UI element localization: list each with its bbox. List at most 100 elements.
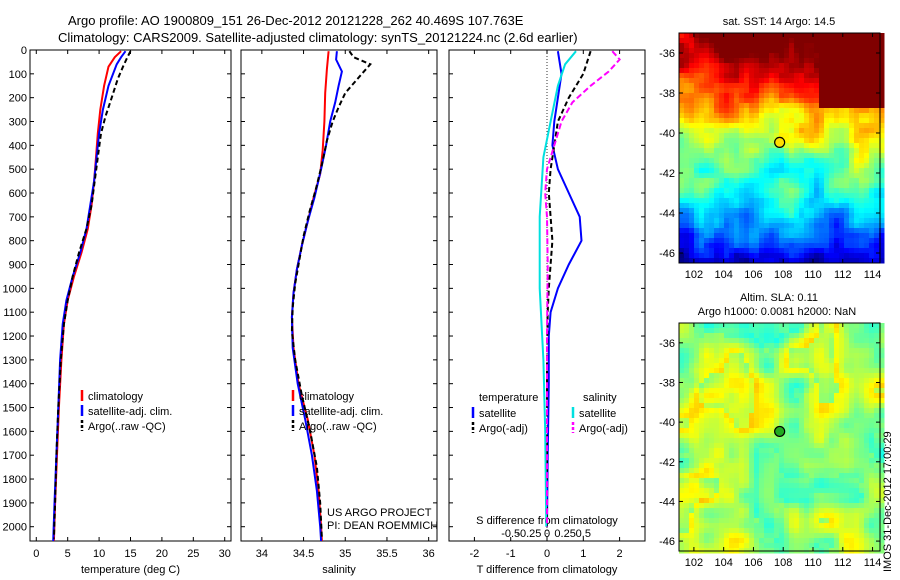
heatmap-cell	[684, 333, 690, 339]
heatmap-cell	[849, 433, 855, 439]
heatmap-cell	[814, 493, 820, 499]
heatmap-cell	[719, 518, 725, 524]
heatmap-cell	[684, 423, 690, 429]
heatmap-cell	[784, 438, 790, 444]
heatmap-cell	[724, 453, 730, 459]
heatmap-cell	[789, 498, 795, 504]
heatmap-cell	[799, 148, 805, 154]
heatmap-cell	[709, 138, 715, 144]
heatmap-cell	[709, 103, 715, 109]
heatmap-cell	[739, 208, 745, 214]
heatmap-cell	[694, 108, 700, 114]
heatmap-cell	[834, 168, 840, 174]
heatmap-cell	[734, 173, 740, 179]
heatmap-cell	[694, 213, 700, 219]
heatmap-cell	[874, 93, 880, 99]
heatmap-cell	[879, 383, 885, 389]
heatmap-cell	[809, 433, 815, 439]
heatmap-cell	[744, 218, 750, 224]
heatmap-cell	[709, 53, 715, 59]
heatmap-cell	[804, 343, 810, 349]
heatmap-cell	[799, 363, 805, 369]
heatmap-cell	[829, 538, 835, 544]
heatmap-cell	[844, 218, 850, 224]
heatmap-cell	[749, 73, 755, 79]
heatmap-cell	[699, 433, 705, 439]
heatmap-cell	[874, 378, 880, 384]
heatmap-cell	[829, 213, 835, 219]
heatmap-cell	[769, 78, 775, 84]
heatmap-cell	[839, 393, 845, 399]
heatmap-cell	[749, 528, 755, 534]
heatmap-cell	[719, 123, 725, 129]
heatmap-cell	[804, 93, 810, 99]
heatmap-cell	[754, 103, 760, 109]
heatmap-cell	[814, 353, 820, 359]
heatmap-cell	[764, 413, 770, 419]
heatmap-cell	[799, 483, 805, 489]
heatmap-cell	[694, 253, 700, 259]
heatmap-cell	[839, 123, 845, 129]
heatmap-cell	[784, 218, 790, 224]
heatmap-cell	[764, 238, 770, 244]
heatmap-cell	[729, 63, 735, 69]
heatmap-cell	[769, 38, 775, 44]
heatmap-cell	[679, 83, 685, 89]
heatmap-cell	[709, 368, 715, 374]
heatmap-cell	[704, 383, 710, 389]
heatmap-cell	[754, 498, 760, 504]
heatmap-cell	[779, 413, 785, 419]
heatmap-cell	[684, 523, 690, 529]
heatmap-cell	[779, 328, 785, 334]
heatmap-cell	[824, 123, 830, 129]
heatmap-cell	[829, 133, 835, 139]
heatmap-cell	[704, 233, 710, 239]
heatmap-cell	[794, 383, 800, 389]
heatmap-cell	[739, 338, 745, 344]
heatmap-cell	[789, 513, 795, 519]
heatmap-cell	[744, 98, 750, 104]
heatmap-cell	[799, 418, 805, 424]
heatmap-cell	[694, 333, 700, 339]
heatmap-cell	[784, 173, 790, 179]
heatmap-cell	[709, 413, 715, 419]
heatmap-cell	[779, 218, 785, 224]
heatmap-cell	[719, 218, 725, 224]
heatmap-cell	[694, 513, 700, 519]
heatmap-cell	[759, 168, 765, 174]
heatmap-cell	[769, 328, 775, 334]
heatmap-cell	[719, 38, 725, 44]
heatmap-cell	[739, 178, 745, 184]
heatmap-cell	[709, 398, 715, 404]
heatmap-cell	[814, 203, 820, 209]
heatmap-cell	[779, 228, 785, 234]
heatmap-cell	[749, 463, 755, 469]
heatmap-cell	[759, 433, 765, 439]
heatmap-cell	[714, 463, 720, 469]
heatmap-cell	[784, 48, 790, 54]
heatmap-cell	[714, 493, 720, 499]
heatmap-cell	[829, 68, 835, 74]
heatmap-cell	[794, 103, 800, 109]
heatmap-cell	[834, 503, 840, 509]
heatmap-cell	[759, 118, 765, 124]
heatmap-cell	[729, 403, 735, 409]
heatmap-cell	[749, 228, 755, 234]
heatmap-cell	[804, 418, 810, 424]
heatmap-cell	[689, 48, 695, 54]
heatmap-cell	[859, 423, 865, 429]
heatmap-cell	[704, 213, 710, 219]
heatmap-cell	[774, 383, 780, 389]
heatmap-cell	[779, 128, 785, 134]
heatmap-cell	[739, 453, 745, 459]
heatmap-cell	[869, 173, 875, 179]
heatmap-cell	[724, 388, 730, 394]
heatmap-cell	[774, 198, 780, 204]
heatmap-cell	[794, 178, 800, 184]
heatmap-cell	[869, 58, 875, 64]
heatmap-cell	[744, 163, 750, 169]
heatmap-cell	[829, 33, 835, 39]
heatmap-cell	[724, 208, 730, 214]
heatmap-cell	[779, 78, 785, 84]
heatmap-cell	[799, 58, 805, 64]
